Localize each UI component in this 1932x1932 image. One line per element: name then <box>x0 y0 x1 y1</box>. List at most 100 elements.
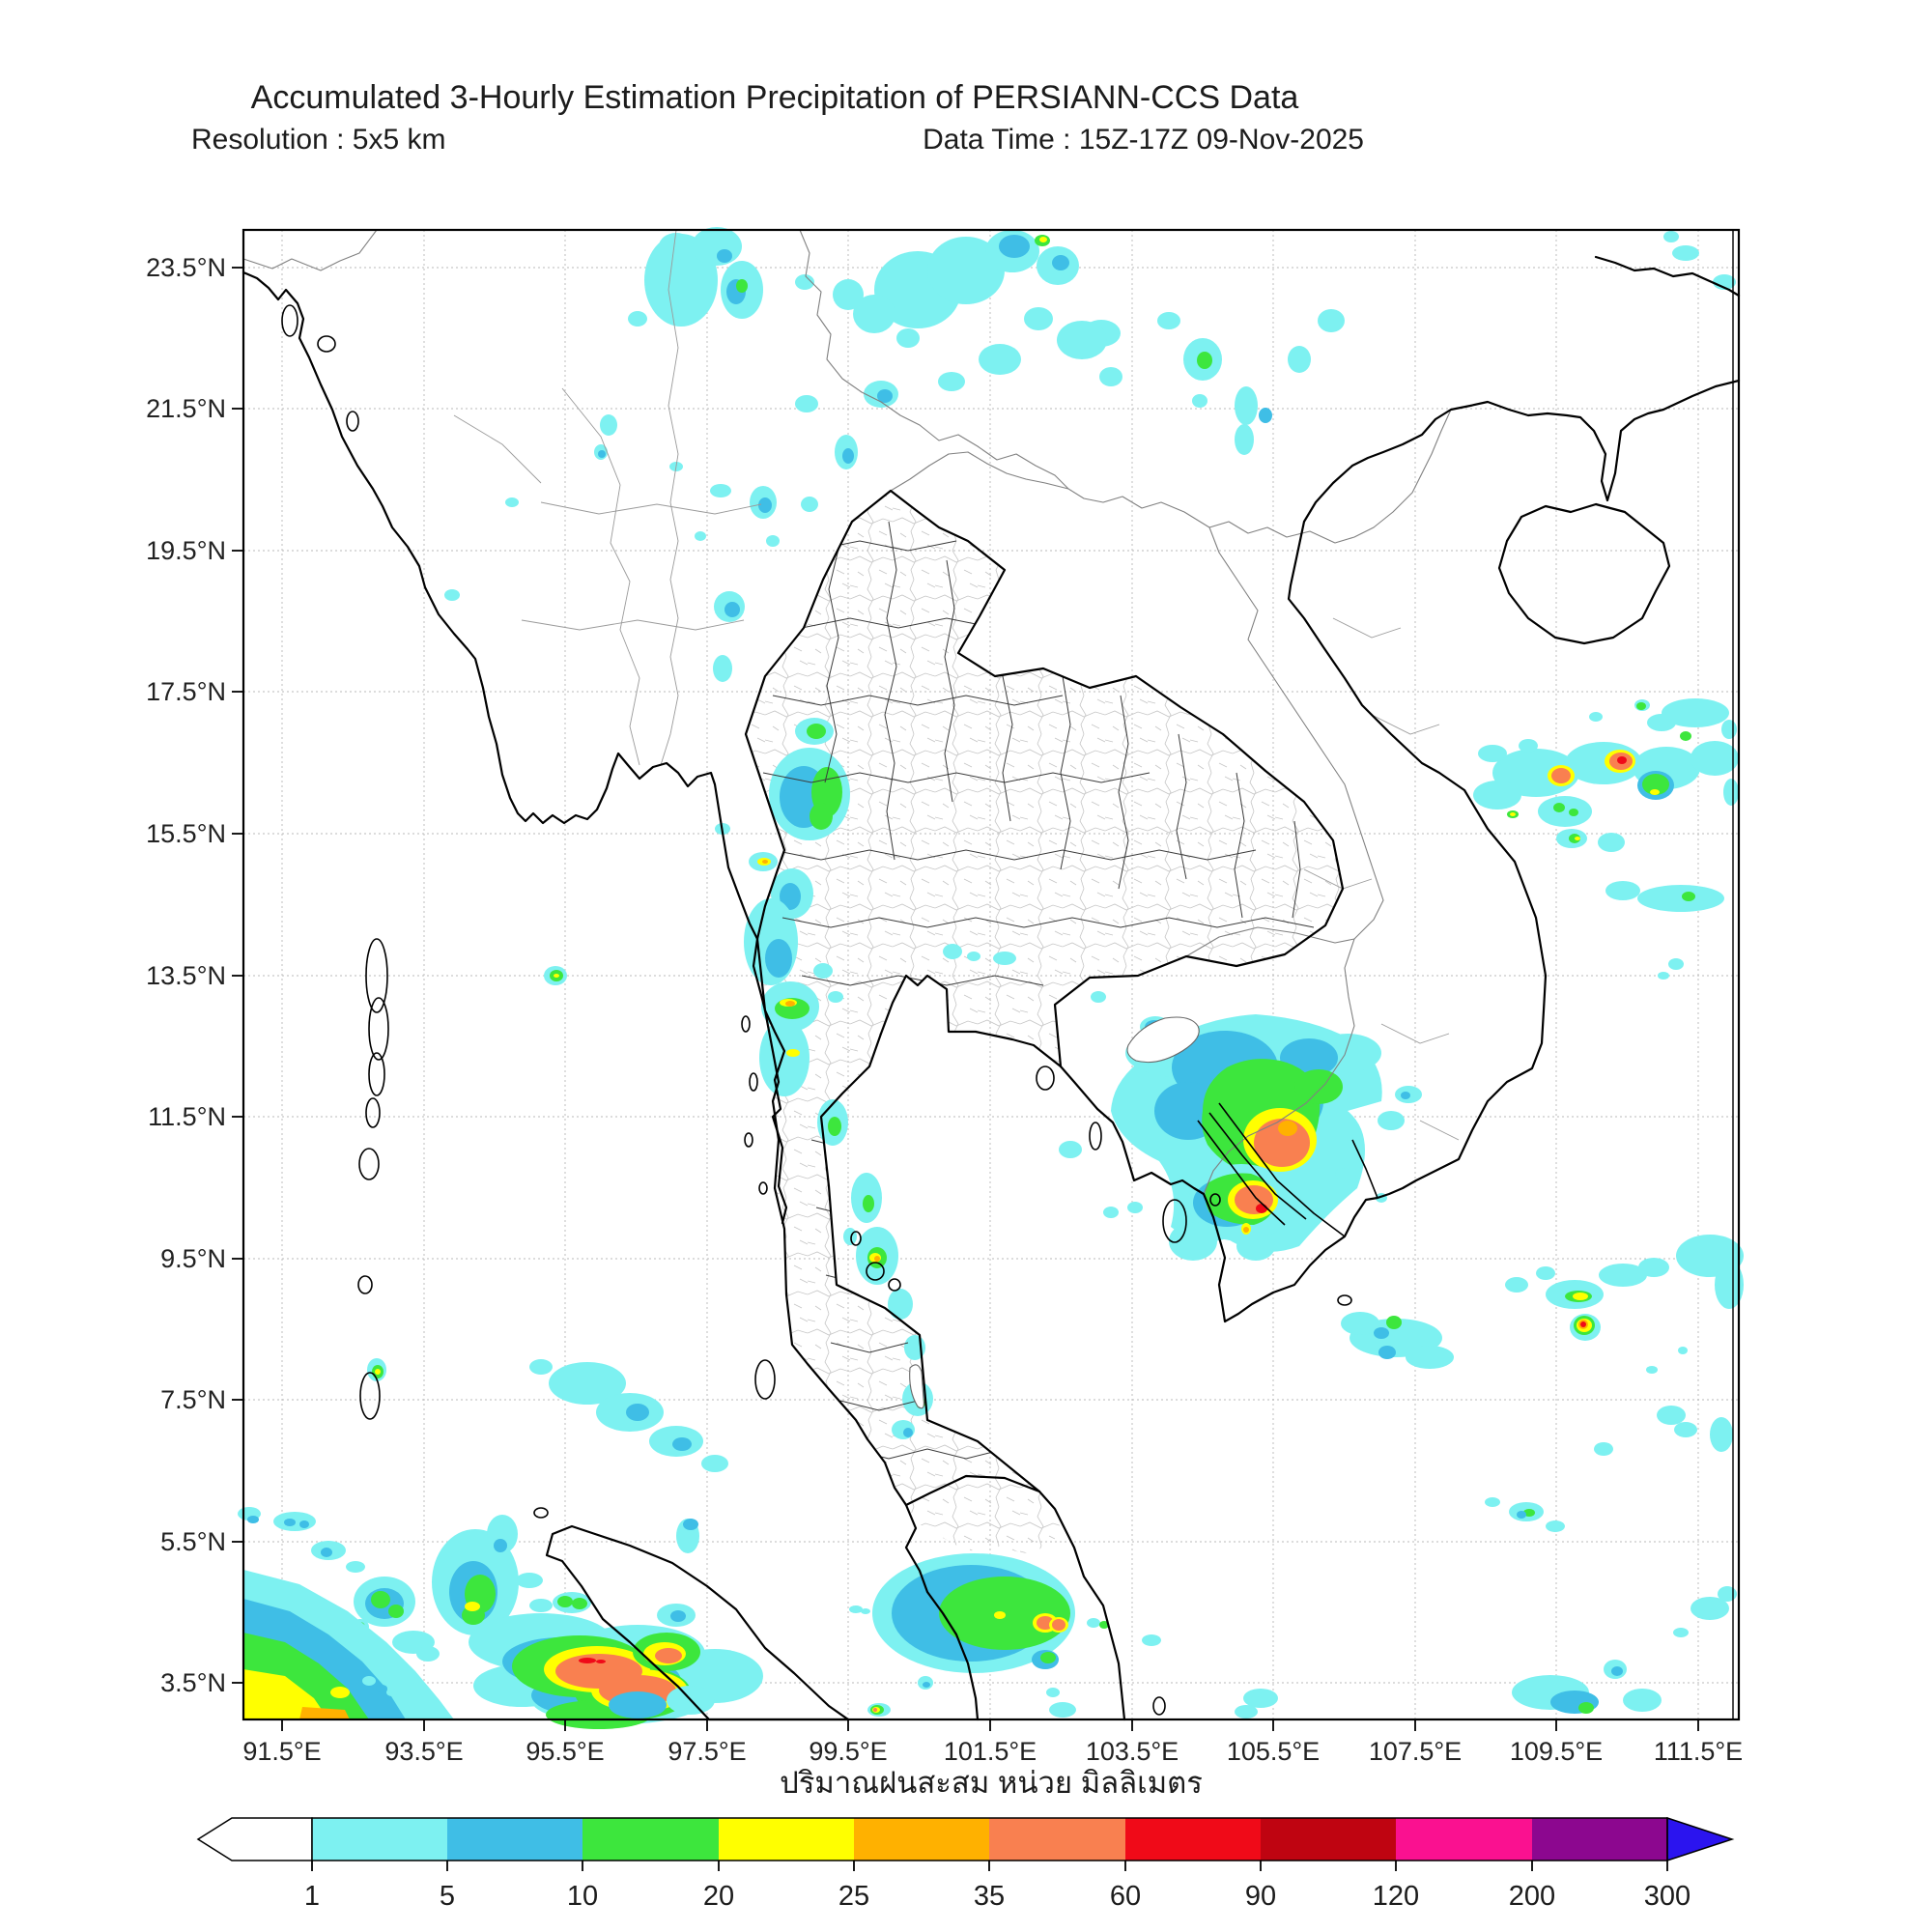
data-time-label: Data Time : 15Z-17Z 09-Nov-2025 <box>923 124 1364 156</box>
precip-blob <box>1672 245 1699 261</box>
precip-blob <box>626 1404 649 1421</box>
coastline <box>1497 502 1671 645</box>
country-border <box>521 619 745 631</box>
coastline <box>1162 1199 1187 1243</box>
precip-blob <box>516 1573 543 1588</box>
colorbar-segments <box>312 1818 1667 1861</box>
coastline <box>749 1072 758 1092</box>
precip-blob <box>628 311 647 327</box>
colorbar-segment <box>1125 1818 1261 1861</box>
coastline <box>888 1278 901 1292</box>
precip-blob <box>979 344 1021 375</box>
coastline <box>365 1097 381 1128</box>
precip-blob <box>1235 386 1258 425</box>
precip-blob <box>1485 1497 1500 1507</box>
colorbar-tick-label: 35 <box>974 1881 1005 1912</box>
resolution-label: Resolution : 5x5 km <box>191 124 445 156</box>
precip-blob <box>1657 1406 1686 1425</box>
lon-label: 107.5°E <box>1369 1737 1462 1766</box>
precip-blob <box>505 497 519 507</box>
province-line <box>762 772 1151 783</box>
colorbar-tick-label: 1 <box>304 1881 320 1912</box>
longitude-labels: 91.5°E 93.5°E 95.5°E 97.5°E 99.5°E 101.5… <box>242 1737 1743 1766</box>
lon-label: 103.5°E <box>1086 1737 1179 1766</box>
lon-label: 99.5°E <box>809 1737 887 1766</box>
precip-blob <box>762 860 768 864</box>
precip-blob <box>828 1117 841 1136</box>
precip-blob <box>1099 1621 1109 1629</box>
precip-blob <box>1505 1277 1528 1293</box>
colorbar-segment <box>582 1818 719 1861</box>
precip-blob <box>600 414 617 436</box>
precip-blob <box>659 233 694 260</box>
precip-blob <box>529 1359 553 1375</box>
precip-blob <box>529 1599 553 1612</box>
coastline <box>754 1359 776 1400</box>
precip-blob <box>1538 796 1592 827</box>
precip-blob <box>1235 1185 1273 1214</box>
precip-blob <box>1647 714 1676 731</box>
precip-blob <box>1690 741 1739 776</box>
precip-blob <box>724 602 740 617</box>
precip-blob <box>1658 972 1669 980</box>
precip-blob <box>1723 779 1739 806</box>
precip-blob <box>938 372 965 391</box>
precip-blob <box>813 963 833 979</box>
lat-label: 9.5°N <box>160 1244 226 1273</box>
figure-title: Accumulated 3-Hourly Estimation Precipit… <box>251 79 1299 116</box>
precip-blob <box>1473 781 1521 810</box>
precip-blob <box>683 1519 698 1530</box>
coastline <box>866 1262 885 1281</box>
colorbar-tick-label: 90 <box>1245 1881 1276 1912</box>
precip-blob <box>1049 1702 1076 1718</box>
precip-blob <box>896 328 920 348</box>
coastline <box>1337 1294 1352 1306</box>
country-border <box>890 451 1069 492</box>
precip-blob <box>299 1520 309 1528</box>
precip-blob <box>1040 1652 1056 1663</box>
lon-label: 93.5°E <box>384 1737 463 1766</box>
lat-label: 7.5°N <box>160 1385 226 1414</box>
colorbar-tick-label: 200 <box>1509 1881 1555 1912</box>
precip-blob <box>549 1362 626 1405</box>
tonle-sap-lake <box>1126 1016 1200 1064</box>
precip-blob <box>717 249 732 263</box>
colorbar-tick-label: 5 <box>440 1881 455 1912</box>
precip-blob <box>284 1519 296 1526</box>
precip-blob <box>1235 1705 1258 1719</box>
precip-blob <box>1406 1346 1454 1369</box>
country-border <box>561 387 640 766</box>
country-border <box>1203 526 1384 1195</box>
precip-blob <box>993 952 1016 965</box>
precip-blob <box>672 1437 692 1451</box>
lon-label: 109.5°E <box>1510 1737 1603 1766</box>
precip-blob <box>795 274 814 290</box>
precip-blob <box>376 1685 387 1692</box>
precip-blob <box>861 1608 870 1614</box>
axis-ticks <box>232 267 1699 1731</box>
coastline <box>359 1372 381 1420</box>
precip-blob <box>1046 1688 1060 1697</box>
precip-blob <box>766 535 780 547</box>
precip-blob <box>833 279 864 310</box>
precip-blob <box>765 939 792 978</box>
lat-label: 19.5°N <box>146 536 226 565</box>
precip-blob <box>903 1428 913 1437</box>
coastline <box>1037 1490 1126 1721</box>
precip-blob <box>1674 1422 1697 1437</box>
precip-blob <box>701 1455 728 1472</box>
precip-blob <box>828 991 843 1003</box>
coastline <box>368 997 389 1061</box>
precip-blob <box>1052 255 1069 270</box>
lat-label: 11.5°N <box>148 1102 226 1131</box>
precip-blob <box>572 1598 587 1609</box>
precip-blob <box>1617 756 1627 764</box>
colorbar-segment <box>854 1818 989 1861</box>
precip-blob <box>786 1049 800 1057</box>
colorbar-segment <box>1261 1818 1396 1861</box>
precip-blob <box>579 1658 596 1663</box>
district-boundaries-mesh <box>746 491 1343 1553</box>
precip-blob <box>780 883 801 910</box>
precip-blob <box>1589 712 1603 722</box>
precip-blob <box>1401 1092 1410 1099</box>
